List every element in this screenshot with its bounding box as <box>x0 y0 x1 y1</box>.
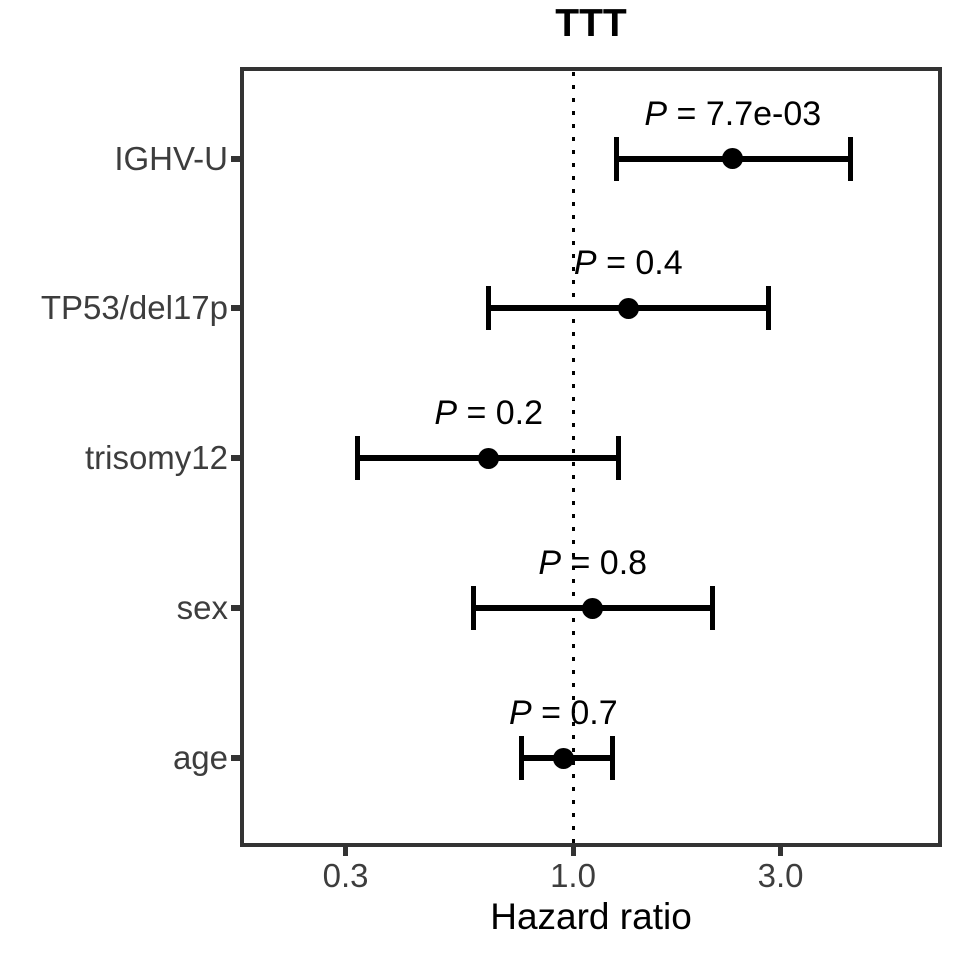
x-axis-tick <box>570 847 576 856</box>
ci-cap-left <box>486 286 492 331</box>
ci-cap-left <box>614 136 620 181</box>
p-value-symbol: P <box>538 544 562 583</box>
point-estimate <box>552 747 574 769</box>
y-axis-label: trisomy12 <box>84 439 228 477</box>
y-axis-tick <box>231 605 240 612</box>
ci-cap-left <box>470 586 476 631</box>
ci-cap-right <box>709 586 715 631</box>
y-axis-label: IGHV-U <box>114 139 228 177</box>
y-axis-label: TP53/del17p <box>40 289 228 327</box>
y-axis-tick <box>231 455 240 462</box>
ci-cap-left <box>518 736 524 781</box>
p-value-label: P = 0.7 <box>508 694 618 733</box>
ci-cap-right <box>615 436 621 481</box>
p-value-symbol: P <box>573 244 597 283</box>
point-estimate <box>478 447 500 469</box>
y-axis-label: age <box>172 739 228 777</box>
ci-cap-right <box>765 286 771 331</box>
ci-cap-right <box>848 136 854 181</box>
y-axis-label: sex <box>176 589 228 627</box>
point-estimate <box>722 148 744 169</box>
ci-cap-left <box>355 436 361 481</box>
p-value-label: P = 0.8 <box>538 544 648 583</box>
p-value-label: P = 0.4 <box>573 244 683 283</box>
x-axis-title: Hazard ratio <box>490 896 692 937</box>
y-axis-tick <box>231 305 240 312</box>
point-estimate <box>617 297 639 319</box>
p-value-symbol: P <box>644 94 668 133</box>
ci-cap-right <box>609 736 615 781</box>
point-estimate <box>582 597 604 619</box>
x-axis-tick <box>778 847 784 856</box>
p-value-label: P = 7.7e-03 <box>644 94 822 133</box>
y-axis-tick <box>231 155 240 162</box>
plot-title: TTT <box>555 2 627 45</box>
x-axis-tick-label: 1.0 <box>550 857 596 894</box>
p-value-symbol: P <box>434 394 458 433</box>
x-axis-tick-label: 0.3 <box>322 857 369 894</box>
x-axis-tick-label: 3.0 <box>757 857 804 894</box>
p-value-symbol: P <box>508 694 532 733</box>
p-value-label: P = 0.2 <box>434 394 544 433</box>
x-axis-tick <box>343 847 349 856</box>
y-axis-tick <box>231 755 240 762</box>
